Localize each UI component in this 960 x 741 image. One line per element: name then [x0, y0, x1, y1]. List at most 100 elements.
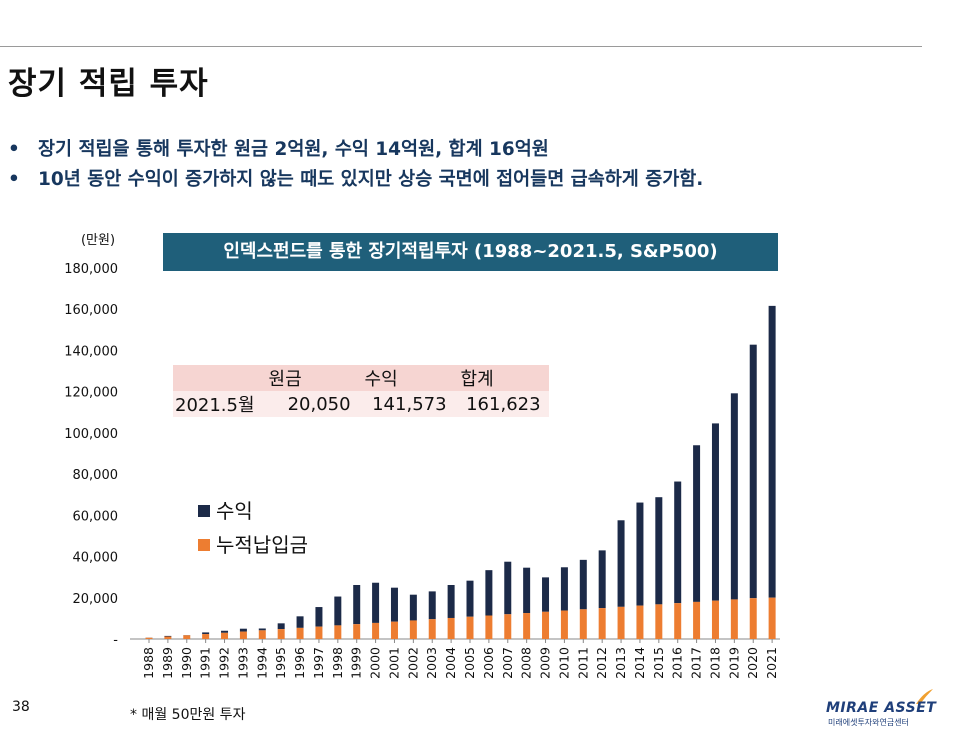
x-tick-label-1996: 1996: [292, 647, 307, 679]
x-tick-label-1997: 1997: [311, 647, 326, 679]
y-tick-label: 100,000: [64, 427, 118, 442]
bar-principal-2007: [504, 614, 512, 639]
y-tick-label: 180,000: [64, 262, 118, 277]
bar-profit-2016: [674, 481, 682, 604]
x-tick-label-2013: 2013: [613, 647, 628, 679]
bar-principal-1991: [202, 634, 210, 639]
bar-principal-2012: [598, 608, 606, 639]
x-tick-label-2002: 2002: [405, 647, 420, 679]
bar-profit-1995: [277, 623, 285, 630]
x-tick-label-2003: 2003: [424, 647, 439, 679]
x-tick-label-2008: 2008: [519, 647, 534, 679]
x-tick-label-1995: 1995: [273, 647, 288, 679]
x-tick-label-2006: 2006: [481, 647, 496, 679]
bar-principal-2010: [560, 610, 568, 639]
chart-title: 인덱스펀드를 통한 장기적립투자 (1988~2021.5, S&P500): [163, 233, 778, 271]
bar-profit-1993: [239, 628, 247, 632]
chart-legend: 수익 누적납입금: [198, 496, 308, 564]
bullet-marker: •: [8, 139, 20, 160]
legend-label-profit: 수익: [216, 499, 253, 523]
x-tick-label-2020: 2020: [745, 647, 760, 679]
bar-profit-2020: [749, 344, 757, 599]
bar-principal-2008: [523, 613, 531, 639]
x-tick-label-1988: 1988: [141, 647, 156, 679]
bar-profit-1989: [164, 635, 172, 637]
bar-principal-2017: [693, 601, 701, 639]
bar-principal-2015: [655, 604, 663, 639]
bar-profit-2004: [447, 584, 455, 618]
legend-label-principal: 누적납입금: [216, 533, 308, 557]
bar-principal-1996: [296, 627, 304, 639]
bar-profit-2006: [485, 570, 493, 616]
bar-profit-2012: [598, 550, 606, 609]
x-tick-label-2012: 2012: [594, 647, 609, 679]
bar-principal-1989: [164, 636, 172, 639]
bar-principal-1997: [315, 626, 323, 639]
x-tick-label-1992: 1992: [217, 647, 232, 679]
x-tick-label-2018: 2018: [707, 647, 722, 679]
logo-subtext: 미래에셋투자와연금센터: [828, 718, 909, 727]
bar-profit-2021: [768, 305, 776, 598]
bar-principal-1995: [277, 629, 285, 639]
page-title: 장기 적립 투자: [8, 66, 209, 102]
legend-item-principal: 누적납입금: [198, 530, 308, 564]
summary-header-total: 합계: [454, 365, 549, 391]
bar-profit-2017: [693, 445, 701, 602]
x-tick-label-2000: 2000: [368, 647, 383, 679]
bar-principal-2011: [579, 609, 587, 639]
bar-principal-2000: [372, 622, 380, 639]
bar-profit-2000: [372, 582, 380, 623]
legend-swatch-profit: [198, 505, 210, 517]
summary-header-profit: 수익: [358, 365, 455, 391]
x-tick-label-2010: 2010: [556, 647, 571, 679]
logo-swoosh-icon: [916, 689, 933, 704]
y-tick-label: 80,000: [73, 468, 119, 483]
x-tick-label-2015: 2015: [651, 647, 666, 679]
bullet-list: • 장기 적립을 통해 투자한 원금 2억원, 수익 14억원, 합계 16억원 …: [8, 136, 703, 196]
summary-value-principal: 20,050: [262, 391, 359, 417]
bar-profit-2003: [428, 591, 436, 620]
bar-profit-2009: [542, 577, 550, 612]
summary-header-row: 원금 수익 합계: [173, 365, 549, 391]
y-tick-label: 60,000: [73, 509, 119, 524]
bar-profit-2014: [636, 502, 644, 606]
bar-profit-2002: [409, 594, 417, 621]
bullet-item: • 장기 적립을 통해 투자한 원금 2억원, 수익 14억원, 합계 16억원: [8, 136, 703, 166]
bar-principal-2009: [542, 611, 550, 639]
bar-profit-1998: [334, 596, 342, 626]
x-tick-label-2001: 2001: [386, 647, 401, 679]
bar-principal-2013: [617, 606, 625, 639]
bar-profit-1997: [315, 607, 323, 627]
summary-value-profit: 141,573: [358, 391, 455, 417]
x-tick-label-1999: 1999: [349, 647, 364, 679]
summary-row-label: 2021.5월: [173, 391, 263, 417]
x-tick-label-2021: 2021: [764, 647, 779, 679]
bar-profit-2018: [711, 423, 719, 601]
x-tick-label-2014: 2014: [632, 647, 647, 679]
bar-principal-2005: [466, 616, 474, 639]
bar-principal-2001: [390, 621, 398, 639]
bar-profit-2011: [579, 559, 587, 610]
x-tick-label-2009: 2009: [538, 647, 553, 679]
x-tick-label-1998: 1998: [330, 647, 345, 679]
bar-profit-2013: [617, 520, 625, 607]
top-divider: [0, 46, 922, 47]
bar-profit-1991: [202, 632, 210, 635]
x-tick-label-2016: 2016: [670, 647, 685, 679]
x-tick-label-2019: 2019: [726, 647, 741, 679]
bar-principal-2021: [768, 597, 776, 639]
bar-principal-1999: [353, 624, 361, 639]
bar-principal-2003: [428, 619, 436, 639]
y-axis-unit-label: (만원): [81, 233, 115, 248]
footnote: * 매월 50만원 투자: [130, 707, 246, 723]
bar-profit-1999: [353, 584, 361, 625]
summary-header-principal: 원금: [262, 365, 359, 391]
bullet-item: • 10년 동안 수익이 증가하지 않는 때도 있지만 상승 국면에 접어들면 급…: [8, 166, 703, 196]
x-tick-label-1989: 1989: [160, 647, 175, 679]
x-tick-label-1991: 1991: [198, 647, 213, 679]
y-tick-label: 140,000: [64, 344, 118, 359]
y-tick-label: 120,000: [64, 386, 118, 401]
bar-principal-2006: [485, 615, 493, 639]
bar-profit-2001: [390, 587, 398, 622]
x-tick-label-2005: 2005: [462, 647, 477, 679]
